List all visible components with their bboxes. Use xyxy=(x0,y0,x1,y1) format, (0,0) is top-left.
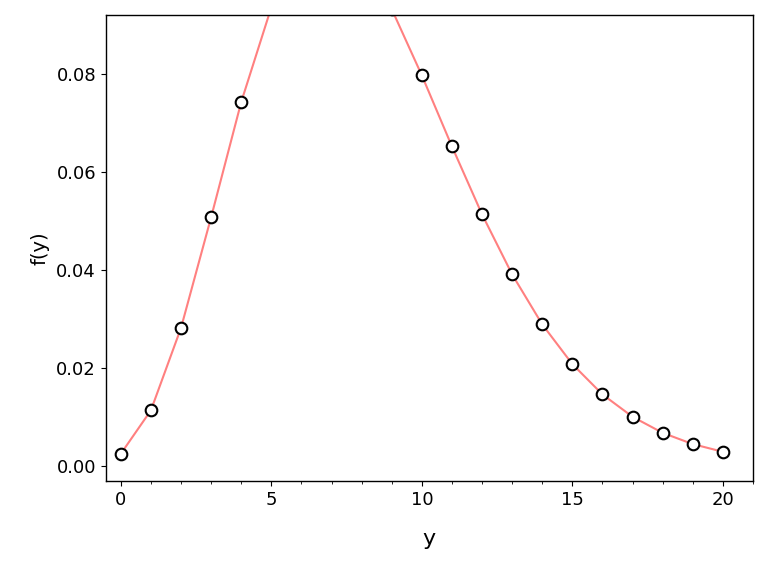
Point xyxy=(566,359,578,369)
Point xyxy=(114,449,127,458)
Point xyxy=(717,447,729,456)
Point xyxy=(596,390,608,399)
Point xyxy=(445,142,458,151)
Point xyxy=(145,406,157,415)
Point xyxy=(386,5,398,14)
Point xyxy=(205,213,217,222)
Point xyxy=(506,270,518,279)
Point xyxy=(175,323,187,332)
Point xyxy=(265,3,277,12)
Point xyxy=(536,320,548,329)
Point xyxy=(235,97,247,107)
Point xyxy=(687,439,699,449)
Point xyxy=(657,429,669,438)
Point xyxy=(415,71,428,80)
X-axis label: y: y xyxy=(423,529,436,550)
Point xyxy=(627,412,639,422)
Y-axis label: f(y): f(y) xyxy=(31,231,49,265)
Point xyxy=(476,210,488,219)
